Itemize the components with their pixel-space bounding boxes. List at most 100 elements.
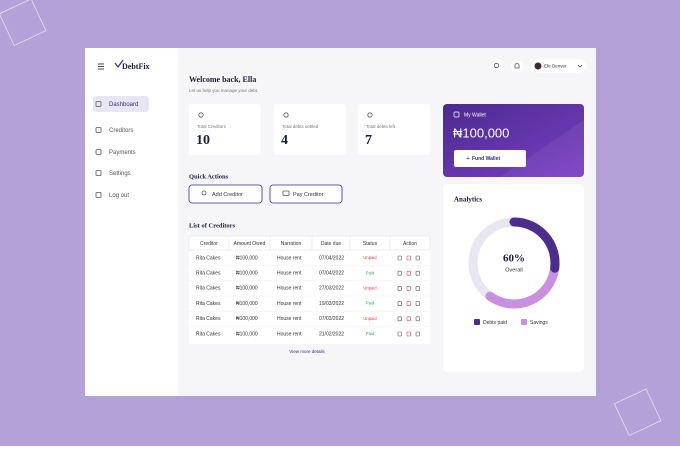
stat-value: 4 (281, 133, 288, 148)
action-icon[interactable] (397, 316, 402, 322)
column-header: Action (403, 241, 417, 247)
stat-label: Total Creditors (197, 124, 227, 129)
nav-icon (95, 192, 102, 198)
action-icon[interactable] (415, 316, 420, 322)
deco (0, 0, 662, 437)
brand: DebtFix (122, 62, 150, 71)
action-icon[interactable] (397, 255, 402, 261)
nav-icon (95, 170, 102, 176)
nav-item[interactable]: Settings (109, 171, 131, 177)
cell: Rita Cakes (196, 301, 221, 307)
pay-creditor-button[interactable] (269, 184, 343, 204)
donut-arc-accent (509, 217, 560, 273)
legend-label: Savings (530, 320, 548, 326)
cell: House rent (277, 271, 302, 277)
analytics-value: 60% (503, 253, 525, 265)
stat-icon (283, 112, 289, 118)
nav-item[interactable]: Log out (109, 193, 129, 199)
fund-wallet-button[interactable] (454, 150, 526, 167)
cell: House rent (277, 286, 302, 292)
cell: 07/04/2022 (319, 271, 344, 277)
nav-icon (95, 101, 102, 107)
cell: ₦100,000 (236, 286, 258, 292)
action-icon[interactable] (397, 331, 402, 337)
logo-check (114, 59, 124, 69)
action-icon[interactable] (406, 270, 411, 276)
action-icon[interactable] (406, 316, 411, 322)
cell: 19/03/2022 (319, 301, 344, 307)
hamburger[interactable] (98, 63, 104, 70)
column-header: Narration (281, 241, 302, 247)
view-more[interactable]: View more details (289, 349, 325, 354)
status: Unpaid (363, 255, 377, 260)
column-header: Date due (321, 241, 342, 247)
analytics-title: Analytics (454, 196, 482, 204)
cell: Rita Cakes (196, 316, 221, 322)
cell: House rent (277, 331, 302, 337)
user-name[interactable]: Efe Denver (544, 64, 567, 69)
nav-item[interactable]: Dashboard (109, 102, 138, 108)
action-icon[interactable] (397, 270, 402, 276)
wallet-icon (453, 111, 460, 118)
fund-wallet-label[interactable]: Fund Wallet (472, 156, 500, 162)
cell: 21/02/2022 (319, 331, 344, 337)
legend-swatch (521, 319, 527, 325)
action-icon[interactable] (415, 301, 420, 306)
action-icon[interactable] (415, 255, 420, 261)
topbar-icons[interactable] (491, 59, 586, 73)
cell: ₦100,000 (236, 316, 258, 322)
cell: ₦100,000 (236, 271, 258, 277)
add-icon (201, 190, 207, 196)
status: Paid (366, 301, 375, 306)
pay-creditor-label[interactable]: Pay Creditor (293, 192, 324, 198)
header-cell (389, 235, 431, 251)
stat-card (358, 104, 430, 155)
nav-active (93, 96, 149, 112)
card-icon (282, 190, 290, 196)
legend-swatch (474, 319, 480, 325)
add-creditor-label[interactable]: Add Creditor (212, 192, 243, 198)
add-creditor-button[interactable] (188, 184, 263, 204)
status: Paid (366, 270, 375, 275)
welcome-title: Welcome back, Ella (189, 75, 256, 84)
stat-label: Total debts left (366, 124, 396, 129)
action-icon[interactable] (397, 301, 402, 306)
stat-value: 10 (196, 133, 210, 148)
action-icon[interactable] (406, 301, 411, 306)
column-header: Status (363, 241, 378, 247)
nav-item[interactable]: Payments (109, 150, 136, 156)
table-title: List of Creditors (189, 222, 236, 229)
stat-value: 7 (365, 133, 372, 148)
cell: House rent (277, 316, 302, 322)
cell: Rita Cakes (196, 331, 221, 337)
action-icon[interactable] (415, 270, 420, 276)
analytics-caption: Overall (505, 267, 522, 273)
nav-item[interactable]: Creditors (109, 128, 133, 134)
stat-label: Total debts settled (282, 124, 319, 129)
status: Unpaid (363, 286, 377, 291)
column-header: Creditor (200, 241, 218, 247)
cell: Rita Cakes (196, 286, 221, 292)
action-icon[interactable] (415, 331, 420, 337)
cell: Rita Cakes (196, 255, 221, 261)
cell: 07/04/2022 (319, 255, 344, 261)
nav-icon (95, 149, 102, 155)
plus-icon: + (466, 155, 470, 162)
action-icon[interactable] (406, 255, 411, 261)
cell: Rita Cakes (196, 271, 221, 277)
wallet-balance: ₦100,000 (453, 125, 509, 140)
quick-actions-title: Quick Actions (189, 173, 229, 180)
action-icon[interactable] (406, 286, 411, 291)
legend-label: Debts paid (483, 320, 507, 326)
action-icon[interactable] (397, 286, 402, 291)
status: Paid (366, 331, 375, 336)
cell: 07/03/2022 (319, 316, 344, 322)
cell: House rent (277, 255, 302, 261)
action-icon[interactable] (406, 331, 411, 337)
stat-icon (198, 112, 204, 118)
status: Unpaid (363, 316, 377, 321)
cell: 27/03/2022 (319, 286, 344, 292)
action-icon[interactable] (415, 286, 420, 291)
nav-icon (95, 127, 102, 133)
wallet-title: My Wallet (464, 112, 486, 118)
